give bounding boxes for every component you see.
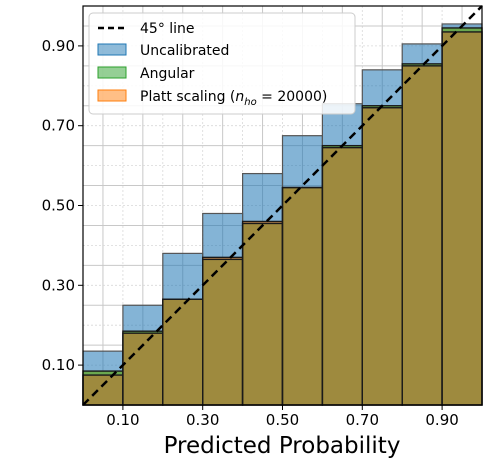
- reference-line-45: [82, 5, 483, 406]
- bar-overlap: [282, 187, 323, 405]
- bars: [82, 23, 483, 406]
- legend-label-angular: Angular: [140, 66, 195, 82]
- y-tick-label: 0.30: [42, 276, 75, 294]
- bar-platt-top: [202, 257, 243, 260]
- bar-overlap: [362, 107, 403, 406]
- x-tick-label: 0.50: [266, 411, 299, 429]
- bar-overlap: [242, 223, 283, 405]
- legend-box: [88, 12, 356, 115]
- y-tick-label: 0.10: [42, 356, 75, 374]
- bar-overlap: [162, 299, 203, 405]
- y-tick-label: 0.90: [42, 37, 75, 55]
- bar-platt-top: [242, 221, 283, 224]
- legend-platt-suffix: = 20000): [257, 89, 328, 105]
- y-tick-label: 0.50: [42, 197, 75, 215]
- legend-label-45-line: 45° line: [140, 21, 195, 37]
- legend-swatch-uncalibrated: [97, 43, 127, 56]
- legend-label-uncalibrated: Uncalibrated: [140, 43, 229, 59]
- bar-angular-top: [442, 27, 482, 32]
- legend-platt-prefix: Platt scaling (: [140, 89, 235, 105]
- x-tick-label: 0.90: [425, 411, 458, 429]
- bar-overlap: [322, 147, 363, 405]
- bar-angular-top: [122, 331, 163, 334]
- legend-platt-n: n: [235, 89, 244, 105]
- y-tick-label: 0.70: [42, 117, 75, 135]
- bar-angular-top: [402, 63, 443, 66]
- x-tick-label: 0.10: [106, 411, 139, 429]
- x-tick-label: 0.30: [186, 411, 219, 429]
- bar-overlap: [402, 65, 443, 405]
- legend-swatch-platt: [97, 89, 127, 102]
- legend: 45° line Uncalibrated Angular Platt scal…: [88, 12, 356, 115]
- x-axis-title: Predicted Probability: [164, 433, 401, 459]
- x-tick-label: 0.70: [346, 411, 379, 429]
- bar-overlap: [83, 375, 123, 405]
- reference-line-layer: [82, 5, 483, 406]
- axis-ticks: 0.10 0.30 0.50 0.70 0.90 0.10 0.30 0.50 0.70 0.90: [42, 37, 459, 429]
- bar-angular-top: [83, 371, 123, 376]
- bar-overlap: [202, 259, 243, 405]
- legend-swatch-angular: [97, 66, 127, 79]
- legend-label-platt: Platt scaling (nho = 20000): [140, 89, 327, 108]
- legend-platt-sub: ho: [244, 97, 256, 108]
- bar-overlap: [442, 31, 482, 406]
